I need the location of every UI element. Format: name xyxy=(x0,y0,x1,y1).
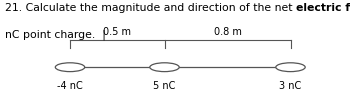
Text: 0.5 m: 0.5 m xyxy=(103,27,131,37)
Text: nC point charge.  |: nC point charge. | xyxy=(5,29,106,40)
Text: 0.8 m: 0.8 m xyxy=(214,27,242,37)
Text: 5 nC: 5 nC xyxy=(153,81,176,91)
Text: electric force: electric force xyxy=(296,3,350,13)
Text: 21. Calculate the magnitude and direction of the net: 21. Calculate the magnitude and directio… xyxy=(5,3,296,13)
Text: 3 nC: 3 nC xyxy=(279,81,302,91)
Circle shape xyxy=(150,63,179,72)
Circle shape xyxy=(55,63,85,72)
Text: -4 nC: -4 nC xyxy=(57,81,83,91)
Circle shape xyxy=(276,63,305,72)
